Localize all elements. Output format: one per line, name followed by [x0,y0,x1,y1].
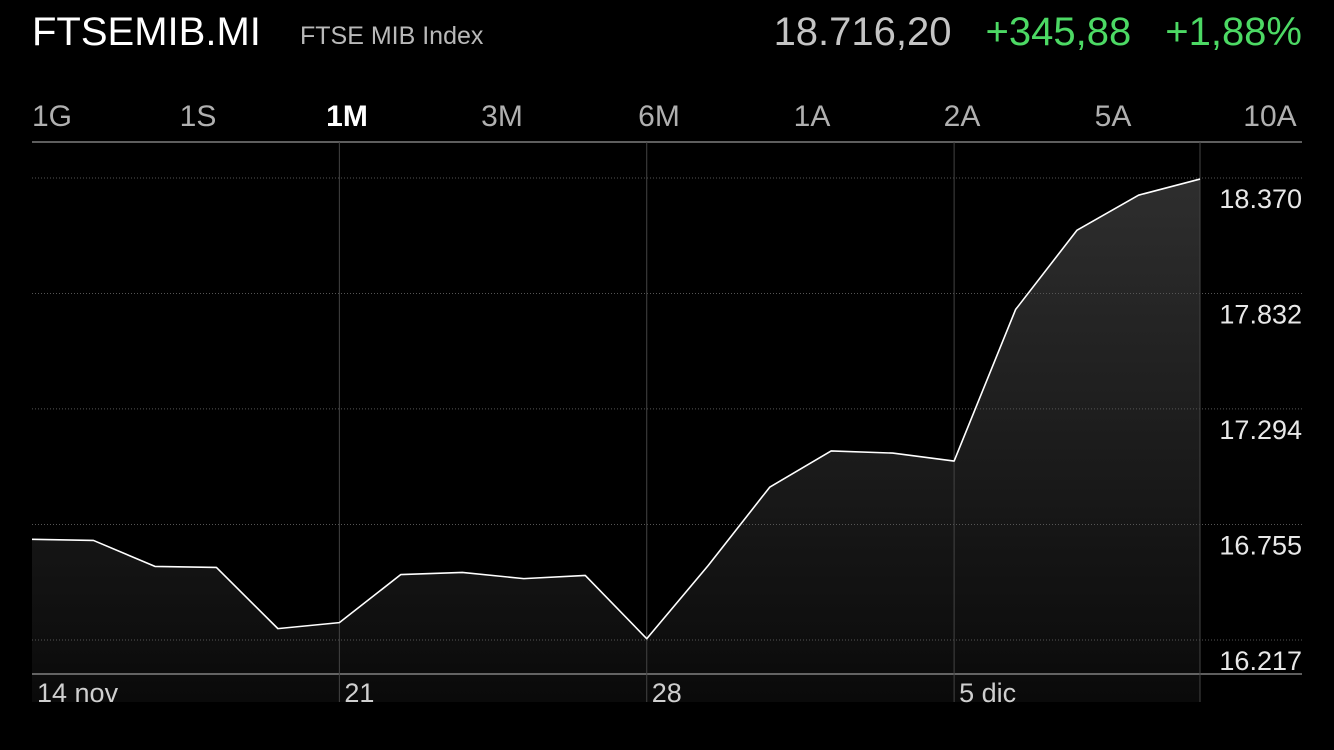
symbol: FTSEMIB.MI [32,10,261,54]
y-tick-label: 17.294 [1219,415,1302,445]
x-tick-label: 14 nov [37,678,119,708]
tab-range-1s[interactable]: 1S [179,100,217,133]
quote-header: FTSEMIB.MI FTSE MIB Index 18.716,20 +345… [32,8,1302,58]
y-tick-label: 16.217 [1219,646,1302,676]
tab-range-6m[interactable]: 6M [638,100,680,133]
area-fill [32,179,1200,702]
y-tick-label: 16.755 [1219,531,1302,561]
change[interactable]: +345,88 [985,10,1132,54]
range-tabs: 1G 1S 1M 3M 6M 1A 2A 5A 10A [32,100,1302,140]
tab-range-1g[interactable]: 1G [31,100,73,133]
tab-range-5a[interactable]: 5A [1094,100,1132,133]
index-name: FTSE MIB Index [300,22,484,50]
x-tick-label: 28 [652,678,682,708]
tab-range-1m[interactable]: 1M [326,100,368,133]
tab-range-2a[interactable]: 2A [943,100,981,133]
price: 18.716,20 [773,10,952,54]
tab-range-10a[interactable]: 10A [1243,100,1297,133]
quote-values: 18.716,20 +345,88 +1,88% [774,10,1302,55]
x-tick-label: 21 [344,678,374,708]
x-tick-label: 5 dic [959,678,1016,708]
y-tick-label: 17.832 [1219,299,1302,329]
tab-range-3m[interactable]: 3M [481,100,523,133]
y-tick-label: 18.370 [1219,184,1302,214]
change-percent[interactable]: +1,88% [1165,10,1302,54]
tab-range-1a[interactable]: 1A [793,100,831,133]
price-line [31,178,1201,640]
